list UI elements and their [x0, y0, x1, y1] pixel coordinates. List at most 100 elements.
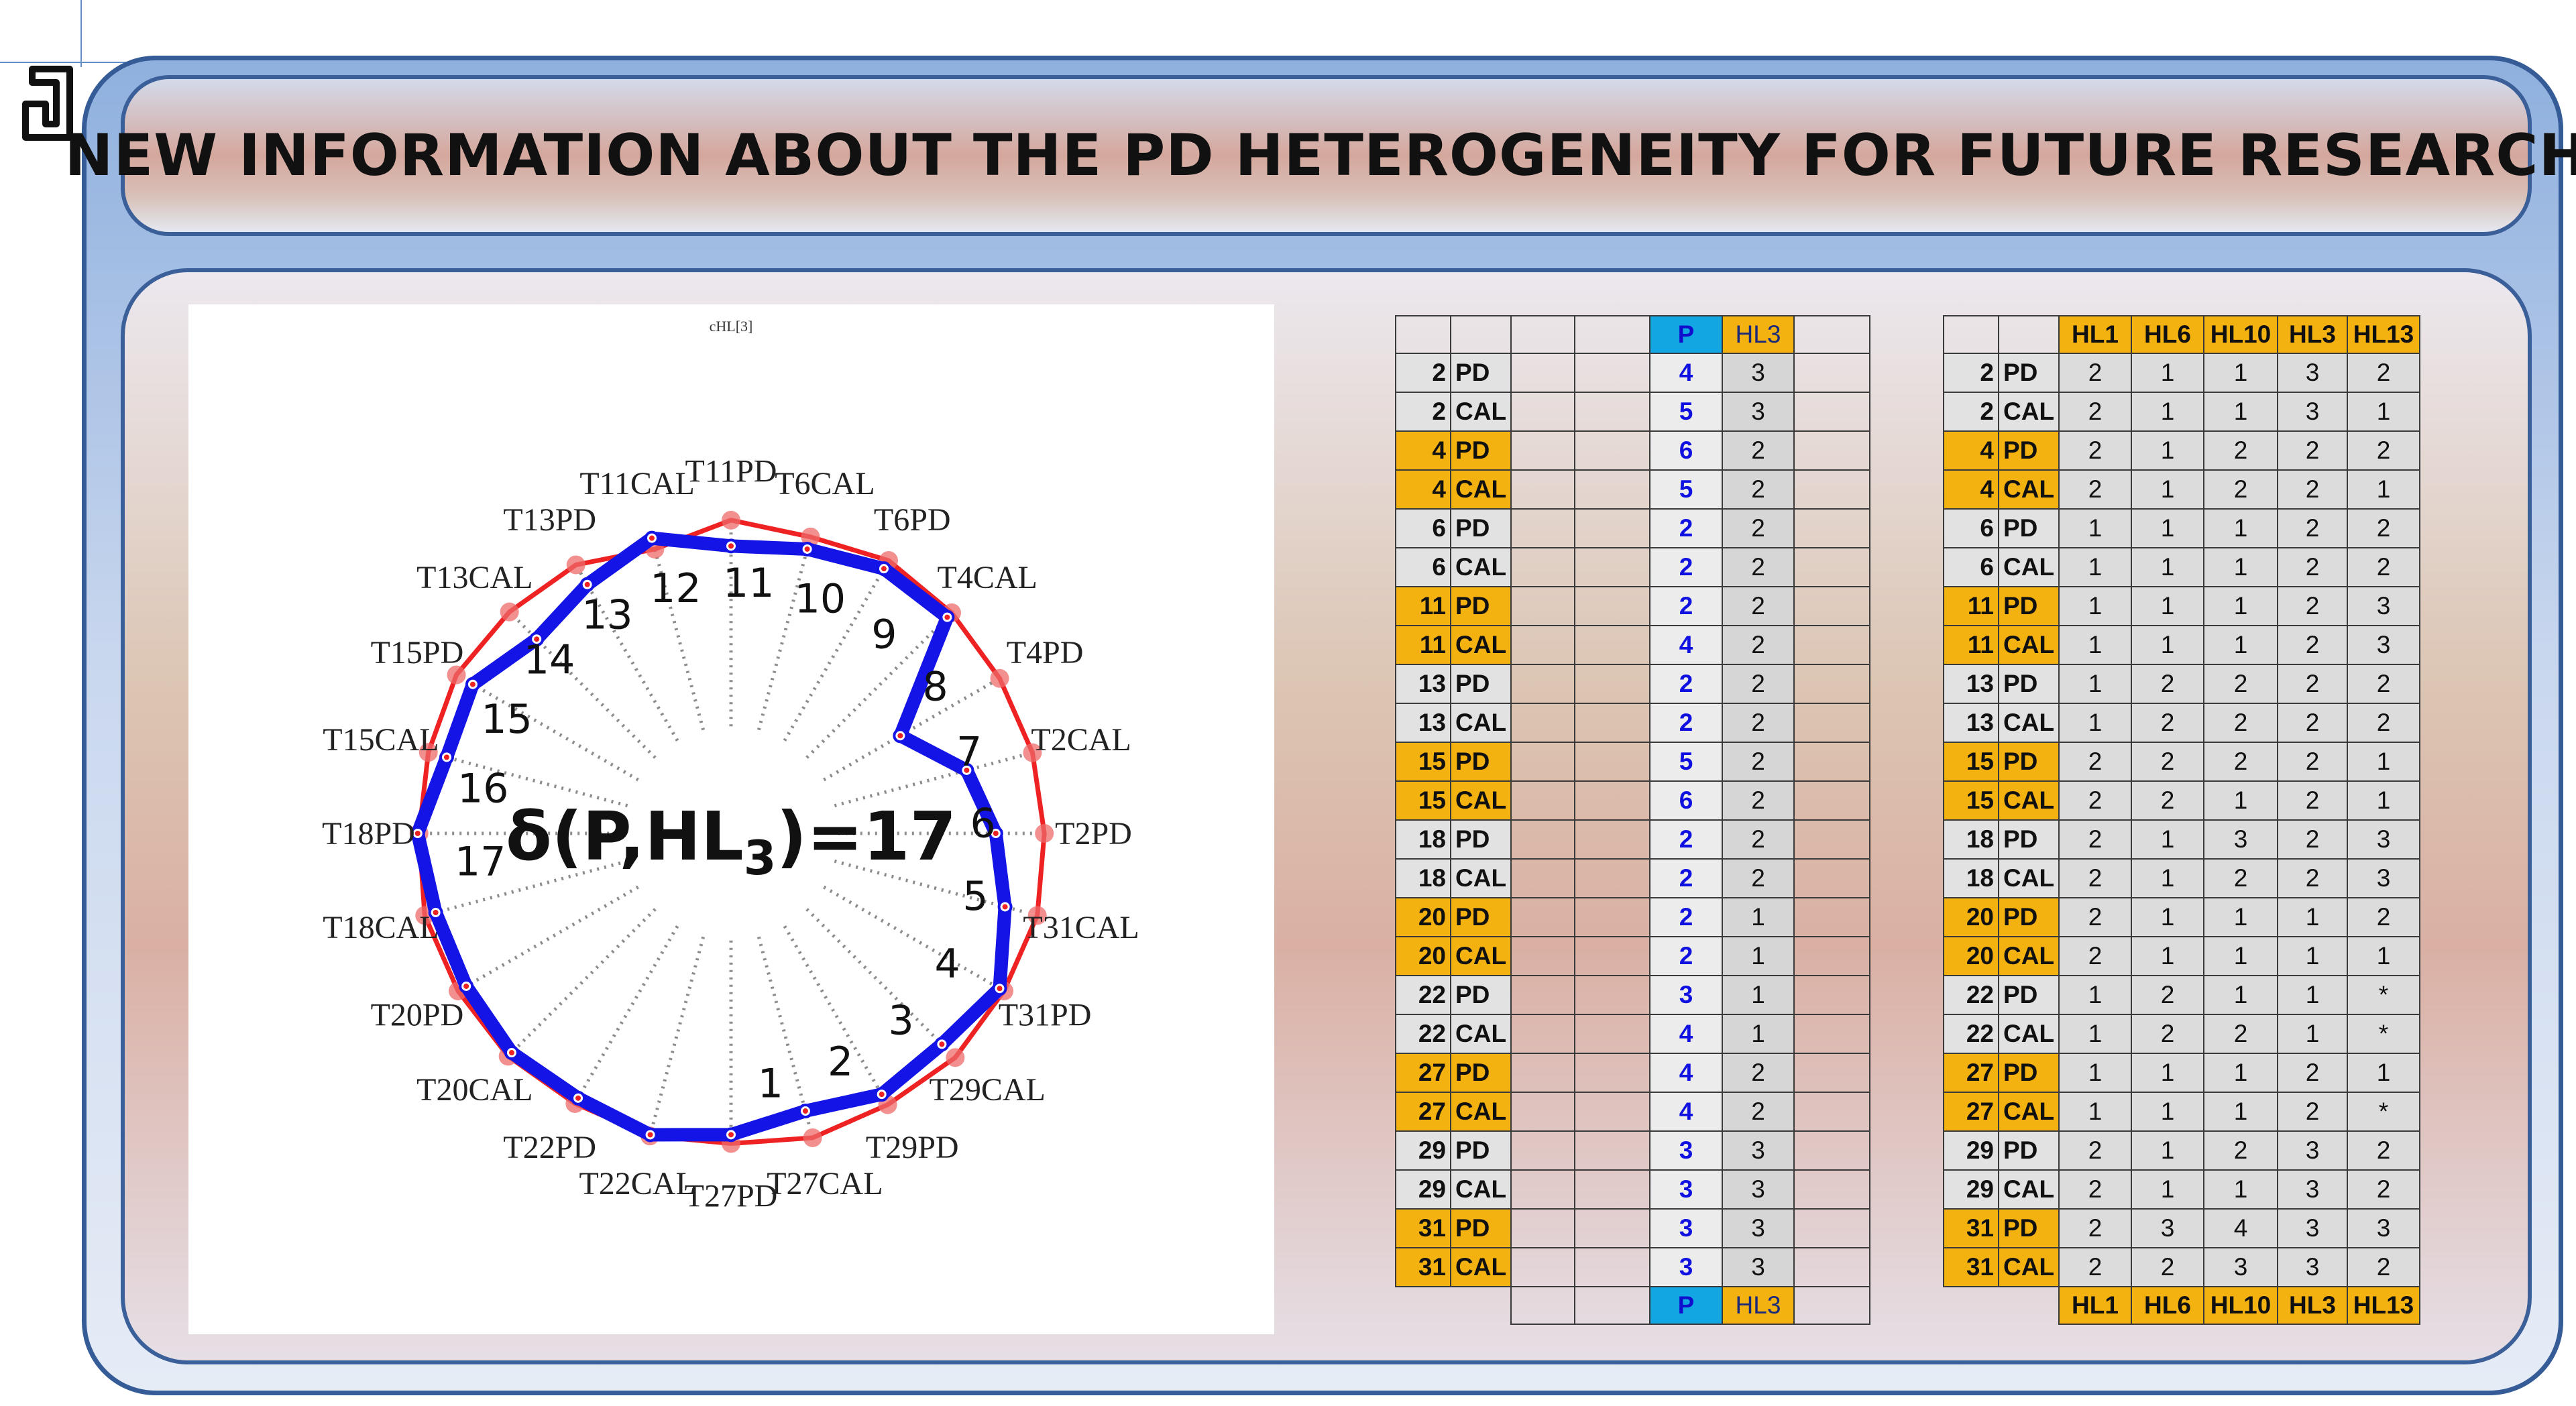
hl-value-cell: 2 — [2277, 547, 2348, 587]
sample-number-cell: 4 — [1395, 430, 1451, 471]
empty-cell — [1574, 353, 1650, 393]
hl-value-cell: 3 — [2203, 819, 2278, 860]
hl-value-cell: 3 — [2277, 1208, 2348, 1248]
sample-number-cell: 13 — [1395, 664, 1451, 704]
table-footer-row: HL1 HL6 HL10 HL3 HL13 — [1944, 1286, 2420, 1325]
hl-value-cell: 1 — [2131, 1169, 2204, 1210]
p-value-cell: 4 — [1649, 1092, 1723, 1132]
empty-cell — [1793, 353, 1870, 393]
red-profile-point — [1035, 824, 1054, 843]
difference-label: 16 — [457, 765, 508, 812]
hl-value-cell: 1 — [2203, 936, 2278, 976]
sample-group-cell: PD — [1450, 664, 1512, 704]
p-value-cell: 2 — [1649, 508, 1723, 548]
hl-value-cell: 2 — [2203, 430, 2278, 471]
hl-value-cell: 2 — [2203, 1014, 2278, 1054]
hl3-value-cell: 1 — [1722, 897, 1795, 937]
table-row: 4 CAL 2 1 2 2 1 — [1943, 469, 2420, 510]
hl-value-cell: 1 — [2277, 897, 2348, 937]
sample-group-cell: CAL — [1450, 1169, 1512, 1210]
empty-cell — [1574, 1053, 1650, 1093]
sample-group-cell: CAL — [1450, 858, 1512, 898]
hl-value-cell: 1 — [2058, 1092, 2132, 1132]
hl-value-cell: 1 — [2058, 547, 2132, 587]
table-row: 2 CAL 2 1 1 3 1 — [1943, 392, 2420, 432]
empty-cell — [1574, 819, 1650, 860]
p-value-cell: 2 — [1649, 664, 1723, 704]
table-row: 11 PD 2 2 — [1395, 586, 1870, 626]
hl3-value-cell: 3 — [1722, 1169, 1795, 1210]
hl-value-cell: 2 — [2203, 1130, 2278, 1171]
sample-group-cell: CAL — [1450, 625, 1512, 665]
hl-value-cell: 1 — [2131, 430, 2204, 471]
radar-axis-label: T2CAL — [1031, 722, 1131, 758]
table-row: 18 CAL 2 2 — [1395, 858, 1870, 898]
p-value-cell: 6 — [1649, 780, 1723, 821]
radar-axis-label: T6PD — [874, 502, 951, 538]
hl-value-cell: 1 — [2131, 1092, 2204, 1132]
hl-value-cell: 3 — [2277, 1247, 2348, 1287]
sample-number-cell: 22 — [1943, 1014, 1999, 1054]
header-cell — [1450, 315, 1512, 354]
hl-column-header: HL3 — [2277, 315, 2348, 354]
p-hl3-table: P HL3 2 PD 4 3 2 CAL 5 3 4 PD 6 2 4 CAL 5 2 6 PD 2 2 6 CAL 2 2 11 P… — [1395, 315, 1870, 1325]
empty-cell — [1793, 858, 1870, 898]
radar-axis-label: T20PD — [371, 997, 464, 1033]
p-value-cell: 3 — [1649, 1247, 1723, 1287]
empty-cell — [1574, 1208, 1650, 1248]
p-value-cell: 2 — [1649, 586, 1723, 626]
p-value-cell: 2 — [1649, 897, 1723, 937]
sample-number-cell: 29 — [1395, 1169, 1451, 1210]
table-row: 4 PD 2 1 2 2 2 — [1943, 430, 2420, 471]
empty-cell — [1510, 430, 1575, 471]
sample-group-cell: CAL — [1998, 547, 2060, 587]
hl-value-cell: 2 — [2058, 897, 2132, 937]
hl3-value-cell: 2 — [1722, 703, 1795, 743]
table-row: 22 CAL 4 1 — [1395, 1014, 1870, 1054]
header-cell — [1943, 315, 1999, 354]
sample-group-cell: CAL — [1998, 1169, 2060, 1210]
empty-cell — [1574, 742, 1650, 782]
empty-cell — [1793, 819, 1870, 860]
table-header-row: P HL3 — [1395, 315, 1870, 354]
sample-group-cell: CAL — [1998, 1014, 2060, 1054]
p-value-cell: 2 — [1649, 819, 1723, 860]
empty-cell — [1574, 508, 1650, 548]
hl3-value-cell: 2 — [1722, 586, 1795, 626]
empty-cell — [1510, 819, 1575, 860]
empty-cell — [1510, 780, 1575, 821]
hl-value-cell: 3 — [2347, 625, 2420, 665]
p-value-cell: 2 — [1649, 936, 1723, 976]
hl-column-footer: HL1 — [2058, 1286, 2132, 1325]
empty-cell — [1793, 586, 1870, 626]
table-row: 11 CAL 4 2 — [1395, 625, 1870, 665]
empty-cell — [1510, 392, 1575, 432]
sample-number-cell: 11 — [1943, 586, 1999, 626]
sample-number-cell: 2 — [1395, 353, 1451, 393]
hl-value-cell: 4 — [2203, 1208, 2278, 1248]
empty-cell — [1574, 664, 1650, 704]
sample-number-cell: 20 — [1395, 936, 1451, 976]
sample-group-cell: PD — [1998, 1053, 2060, 1093]
sample-number-cell: 11 — [1395, 625, 1451, 665]
empty-cell — [1574, 1247, 1650, 1287]
hl-value-cell: 2 — [2058, 469, 2132, 510]
sample-number-cell: 20 — [1395, 897, 1451, 937]
logo-guide-vertical — [80, 0, 82, 67]
empty-cell — [1793, 1130, 1870, 1171]
blue-profile-point-core — [802, 1108, 808, 1114]
hl-value-cell: 2 — [2058, 430, 2132, 471]
hl-value-cell: 1 — [2203, 586, 2278, 626]
table-row: 15 CAL 6 2 — [1395, 780, 1870, 821]
sample-group-cell: PD — [1450, 1053, 1512, 1093]
hl-value-cell: 1 — [2058, 625, 2132, 665]
hl-column-footer: HL6 — [2131, 1286, 2204, 1325]
empty-cell — [1574, 975, 1650, 1015]
radar-spoke — [805, 908, 949, 1051]
hl3-value-cell: 2 — [1722, 469, 1795, 510]
table-row: 29 CAL 3 3 — [1395, 1169, 1870, 1210]
hl3-value-cell: 1 — [1722, 1014, 1795, 1054]
hl-value-cell: 1 — [2277, 975, 2348, 1015]
empty-cell — [1510, 975, 1575, 1015]
radar-spoke — [576, 925, 679, 1100]
